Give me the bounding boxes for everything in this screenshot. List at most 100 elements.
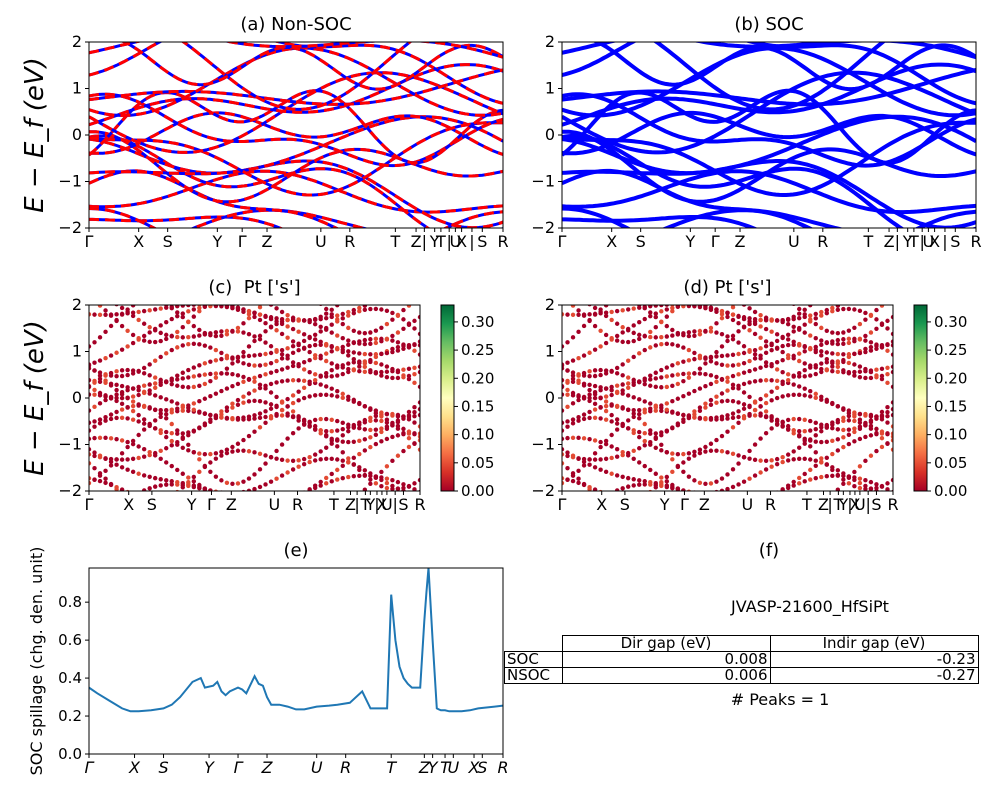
scatter-point [763, 409, 769, 414]
scatter-point [879, 366, 885, 372]
scatter-point [180, 311, 185, 316]
scatter-point [863, 338, 868, 343]
scatter-point [664, 483, 670, 488]
scatter-point [890, 412, 893, 418]
scatter-point [136, 455, 141, 461]
scatter-point [835, 468, 841, 473]
x-tick-label: Y [837, 495, 848, 514]
scatter-point [675, 396, 681, 401]
scatter-point [373, 306, 379, 312]
scatter-point [614, 383, 620, 388]
scatter-point [736, 351, 741, 357]
scatter-point [692, 478, 697, 483]
scatter-point [808, 363, 813, 368]
scatter-point [241, 307, 246, 312]
scatter-point [141, 333, 147, 339]
scatter-point [136, 471, 141, 476]
scatter-point [169, 482, 174, 487]
colorbar-tick-label: 0.25 [934, 341, 967, 359]
scatter-point [637, 478, 642, 483]
scatter-point [379, 426, 384, 431]
scatter-point [368, 481, 373, 486]
scatter-point [153, 307, 158, 312]
scatter-point [224, 386, 230, 391]
scatter-point [197, 373, 202, 378]
scatter-point [736, 300, 740, 304]
scatter-point [565, 404, 570, 410]
scatter-point [89, 461, 92, 466]
x-tick-label: X [929, 232, 940, 251]
scatter-point [819, 361, 824, 366]
y-tick-label: −1 [531, 172, 555, 191]
scatter-point [686, 456, 692, 461]
scatter-point [581, 456, 587, 462]
scatter-point [797, 456, 802, 461]
scatter-point [692, 409, 697, 414]
scatter-point [681, 412, 686, 418]
scatter-point [868, 419, 874, 425]
scatter-point [119, 487, 125, 491]
scatter-point [868, 453, 874, 458]
x-tick-label: Z [262, 232, 273, 251]
scatter-point [847, 270, 851, 274]
scatter-point [180, 436, 185, 441]
scatter-point [208, 451, 213, 457]
scatter-point [565, 392, 570, 397]
scatter-point [197, 383, 202, 389]
scatter-point [614, 308, 620, 314]
scatter-point [412, 420, 417, 425]
scatter-point [274, 394, 279, 400]
scatter-point [351, 439, 356, 444]
scatter-point [89, 447, 92, 452]
scatter-point [329, 441, 334, 446]
scatter-point [890, 369, 893, 375]
band-line [89, 121, 503, 197]
scatter-point [186, 309, 191, 314]
scatter-point [147, 388, 152, 393]
scatter-point [725, 398, 730, 404]
scatter-point [581, 313, 587, 318]
scatter-point [791, 316, 796, 322]
scatter-point [241, 504, 245, 508]
scatter-point [395, 423, 401, 429]
scatter-point [808, 438, 813, 443]
scatter-point [252, 429, 257, 434]
scatter-point [780, 358, 785, 363]
scatter-point [108, 436, 114, 441]
scatter-point [863, 268, 867, 272]
scatter-point [785, 332, 791, 337]
scatter-point [642, 381, 647, 387]
scatter-point [158, 477, 163, 482]
scatter-point [614, 488, 620, 491]
table-header-row: Dir gap (eV) Indir gap (eV) [505, 635, 979, 652]
scatter-point [813, 458, 818, 463]
x-tick-label: R [340, 758, 351, 777]
scatter-point [235, 448, 241, 453]
scatter-point [202, 396, 208, 401]
scatter-point [362, 341, 368, 347]
scatter-point [219, 350, 224, 356]
scatter-point [598, 307, 603, 312]
scatter-point [631, 448, 636, 454]
scatter-point [747, 319, 752, 324]
scatter-point [406, 483, 412, 489]
scatter-point [257, 352, 263, 357]
scatter-point [302, 527, 306, 531]
scatter-point [697, 450, 703, 456]
scatter-point [296, 426, 301, 431]
scatter-point [357, 426, 362, 431]
scatter-point [598, 444, 603, 450]
scatter-point [631, 411, 636, 416]
scatter-point [373, 340, 379, 346]
scatter-point [841, 306, 846, 312]
scatter-point [835, 437, 841, 442]
scatter-point [169, 399, 174, 404]
scatter-point [136, 317, 141, 323]
scatter-point [736, 482, 741, 487]
x-tick-label: U [450, 232, 462, 251]
scatter-point [852, 429, 857, 435]
scatter-point [824, 307, 829, 313]
scatter-point [725, 338, 730, 344]
scatter-point [813, 395, 818, 401]
scatter-point [824, 367, 829, 372]
